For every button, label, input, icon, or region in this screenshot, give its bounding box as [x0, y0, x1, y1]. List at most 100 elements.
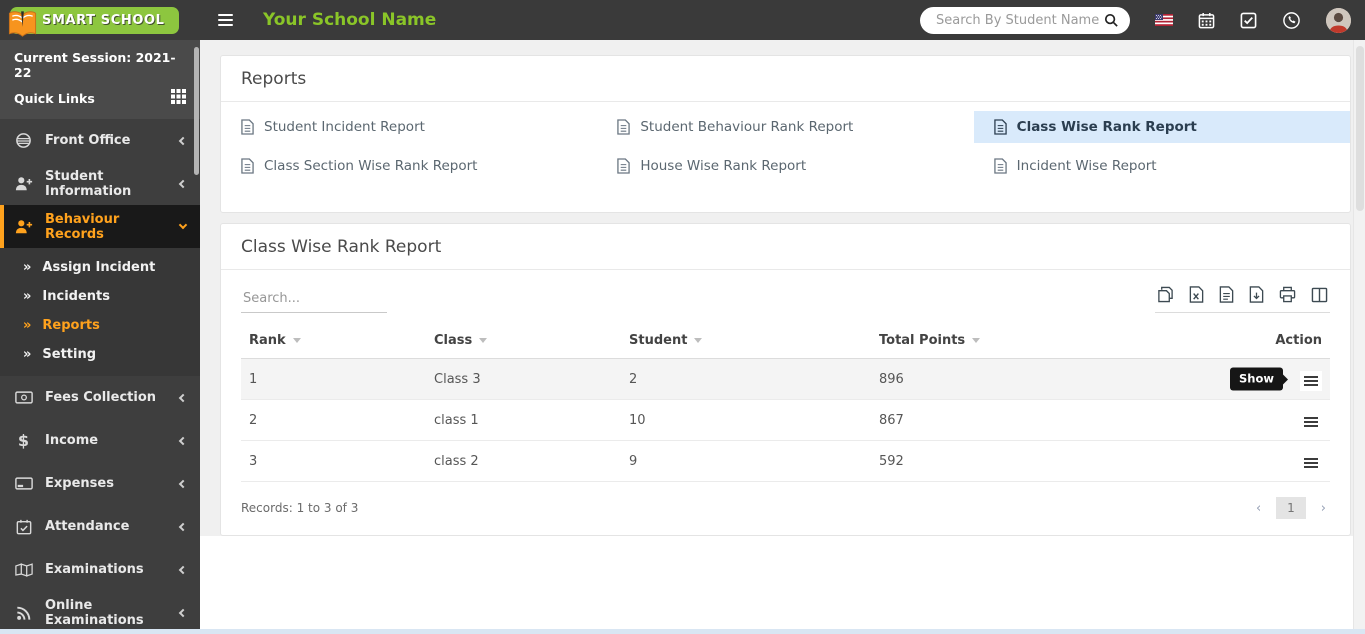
main-content: Reports Student Incident Report Student …	[200, 40, 1365, 629]
pagination-current-page[interactable]: 1	[1276, 497, 1306, 519]
table-search-input[interactable]	[241, 287, 387, 313]
school-name-title: Your School Name	[263, 10, 437, 30]
table-search[interactable]	[241, 287, 387, 313]
column-header-class[interactable]: Class	[426, 324, 621, 359]
copy-icon[interactable]	[1157, 286, 1174, 303]
sort-icon	[972, 338, 981, 343]
us-flag-icon[interactable]	[1155, 14, 1173, 26]
grid-icon[interactable]	[171, 89, 186, 108]
chevron-left-icon	[178, 436, 188, 445]
calendar-icon[interactable]	[1198, 12, 1215, 29]
submenu-item-setting[interactable]: Setting	[0, 340, 200, 369]
cell-class: class 1	[426, 399, 621, 441]
chevron-left-icon	[178, 479, 188, 488]
sidebar-item-label: Fees Collection	[45, 390, 157, 405]
submenu-label: Setting	[42, 347, 97, 362]
sidebar-item-student-information[interactable]: Student Information	[0, 162, 200, 205]
column-header-total-points[interactable]: Total Points	[871, 324, 1250, 359]
hamburger-icon[interactable]	[214, 10, 237, 30]
column-header-rank[interactable]: Rank	[241, 324, 426, 359]
sidebar-scrollbar[interactable]	[194, 47, 199, 175]
link-incident-wise-report[interactable]: Incident Wise Report	[974, 150, 1350, 182]
cell-total-points: 896	[871, 358, 1250, 400]
sort-icon	[479, 338, 488, 343]
sidebar-item-attendance[interactable]: Attendance	[0, 505, 200, 548]
pdf-export-icon[interactable]	[1249, 286, 1264, 303]
link-house-wise-rank-report[interactable]: House Wise Rank Report	[597, 150, 973, 182]
column-header-student[interactable]: Student	[621, 324, 871, 359]
link-class-section-wise-rank-report[interactable]: Class Section Wise Rank Report	[221, 150, 597, 182]
pagination-next-icon[interactable]: ›	[1320, 500, 1326, 516]
sort-icon	[694, 338, 703, 343]
sidebar-item-label: Expenses	[45, 476, 114, 491]
reports-card-title: Reports	[221, 56, 1350, 102]
link-class-wise-rank-report[interactable]: Class Wise Rank Report	[973, 111, 1350, 143]
map-book-icon	[14, 562, 33, 577]
task-check-icon[interactable]	[1240, 12, 1257, 29]
current-session-label: Current Session: 2021-22	[14, 50, 176, 80]
horizontal-scrollbar[interactable]	[0, 629, 1365, 634]
submenu-item-assign-incident[interactable]: Assign Incident	[0, 253, 200, 282]
student-search-box[interactable]	[920, 6, 1130, 34]
link-student-behaviour-rank-report[interactable]: Student Behaviour Rank Report	[597, 111, 973, 143]
student-search-input[interactable]	[934, 11, 1104, 29]
quick-links[interactable]: Quick Links	[14, 89, 186, 108]
pagination-prev-icon[interactable]: ‹	[1255, 500, 1262, 516]
cell-rank: 2	[241, 399, 426, 441]
report-link-label: Incident Wise Report	[1016, 158, 1157, 174]
sidebar: Current Session: 2021-22 Quick Links Fro…	[0, 40, 200, 629]
cell-student: 9	[621, 440, 871, 482]
rss-icon	[14, 605, 33, 621]
table-card-title: Class Wise Rank Report	[221, 224, 1350, 270]
dollar-icon: $	[17, 431, 30, 450]
sidebar-item-label: Attendance	[45, 519, 130, 534]
user-avatar[interactable]	[1326, 7, 1351, 33]
chevron-left-icon	[178, 522, 188, 531]
chevron-left-icon	[178, 565, 188, 574]
column-visibility-icon[interactable]	[1311, 287, 1328, 303]
row-action-menu-icon[interactable]	[1300, 453, 1322, 473]
table-row[interactable]: 1 Class 3 2 896 Show	[241, 358, 1330, 400]
row-action-menu-icon[interactable]	[1300, 371, 1322, 391]
sidebar-item-online-examinations[interactable]: Online Examinations	[0, 591, 200, 629]
cell-total-points: 867	[871, 399, 1250, 441]
table-row[interactable]: 2 class 1 10 867	[241, 399, 1330, 441]
sidebar-item-label: Behaviour Records	[45, 211, 120, 242]
cell-student: 2	[621, 358, 871, 400]
csv-export-icon[interactable]	[1219, 286, 1234, 303]
sidebar-item-behaviour-records[interactable]: Behaviour Records	[0, 205, 200, 248]
cell-class: class 2	[426, 440, 621, 482]
excel-export-icon[interactable]	[1189, 286, 1204, 303]
sidebar-item-expenses[interactable]: Expenses	[0, 462, 200, 505]
sidebar-item-front-office[interactable]: Front Office	[0, 119, 200, 162]
report-link-label: Class Wise Rank Report	[1016, 119, 1197, 135]
behaviour-records-submenu: Assign Incident Incidents Reports Settin…	[0, 248, 200, 376]
submenu-item-incidents[interactable]: Incidents	[0, 282, 200, 311]
report-links-grid: Student Incident Report Student Behaviou…	[221, 102, 1350, 212]
cell-student: 10	[621, 399, 871, 441]
sidebar-item-income[interactable]: $ Income	[0, 419, 200, 462]
sidebar-item-examinations[interactable]: Examinations	[0, 548, 200, 591]
page-scrollbar[interactable]	[1353, 40, 1365, 629]
document-icon	[617, 158, 631, 174]
sidebar-item-label: Front Office	[45, 133, 131, 148]
cell-rank: 1	[241, 358, 426, 400]
print-icon[interactable]	[1279, 286, 1296, 303]
sort-icon	[292, 338, 301, 343]
search-icon[interactable]	[1104, 13, 1119, 28]
quick-links-label: Quick Links	[14, 91, 95, 106]
report-link-label: Student Incident Report	[264, 119, 425, 135]
cell-class: Class 3	[426, 358, 621, 400]
row-action-menu-icon[interactable]	[1300, 412, 1322, 432]
sidebar-item-fees-collection[interactable]: Fees Collection	[0, 376, 200, 419]
link-student-incident-report[interactable]: Student Incident Report	[221, 111, 597, 143]
whatsapp-icon[interactable]	[1282, 11, 1301, 30]
table-row[interactable]: 3 class 2 9 592	[241, 440, 1330, 482]
submenu-item-reports[interactable]: Reports	[0, 311, 200, 340]
app-logo[interactable]: SMART SCHOOL	[8, 6, 200, 37]
page-scrollbar-thumb[interactable]	[1356, 46, 1364, 211]
session-block: Current Session: 2021-22 Quick Links	[0, 40, 200, 119]
class-wise-rank-report-card: Class Wise Rank Report	[220, 223, 1351, 536]
show-tooltip: Show	[1230, 367, 1283, 391]
document-icon	[241, 158, 254, 174]
